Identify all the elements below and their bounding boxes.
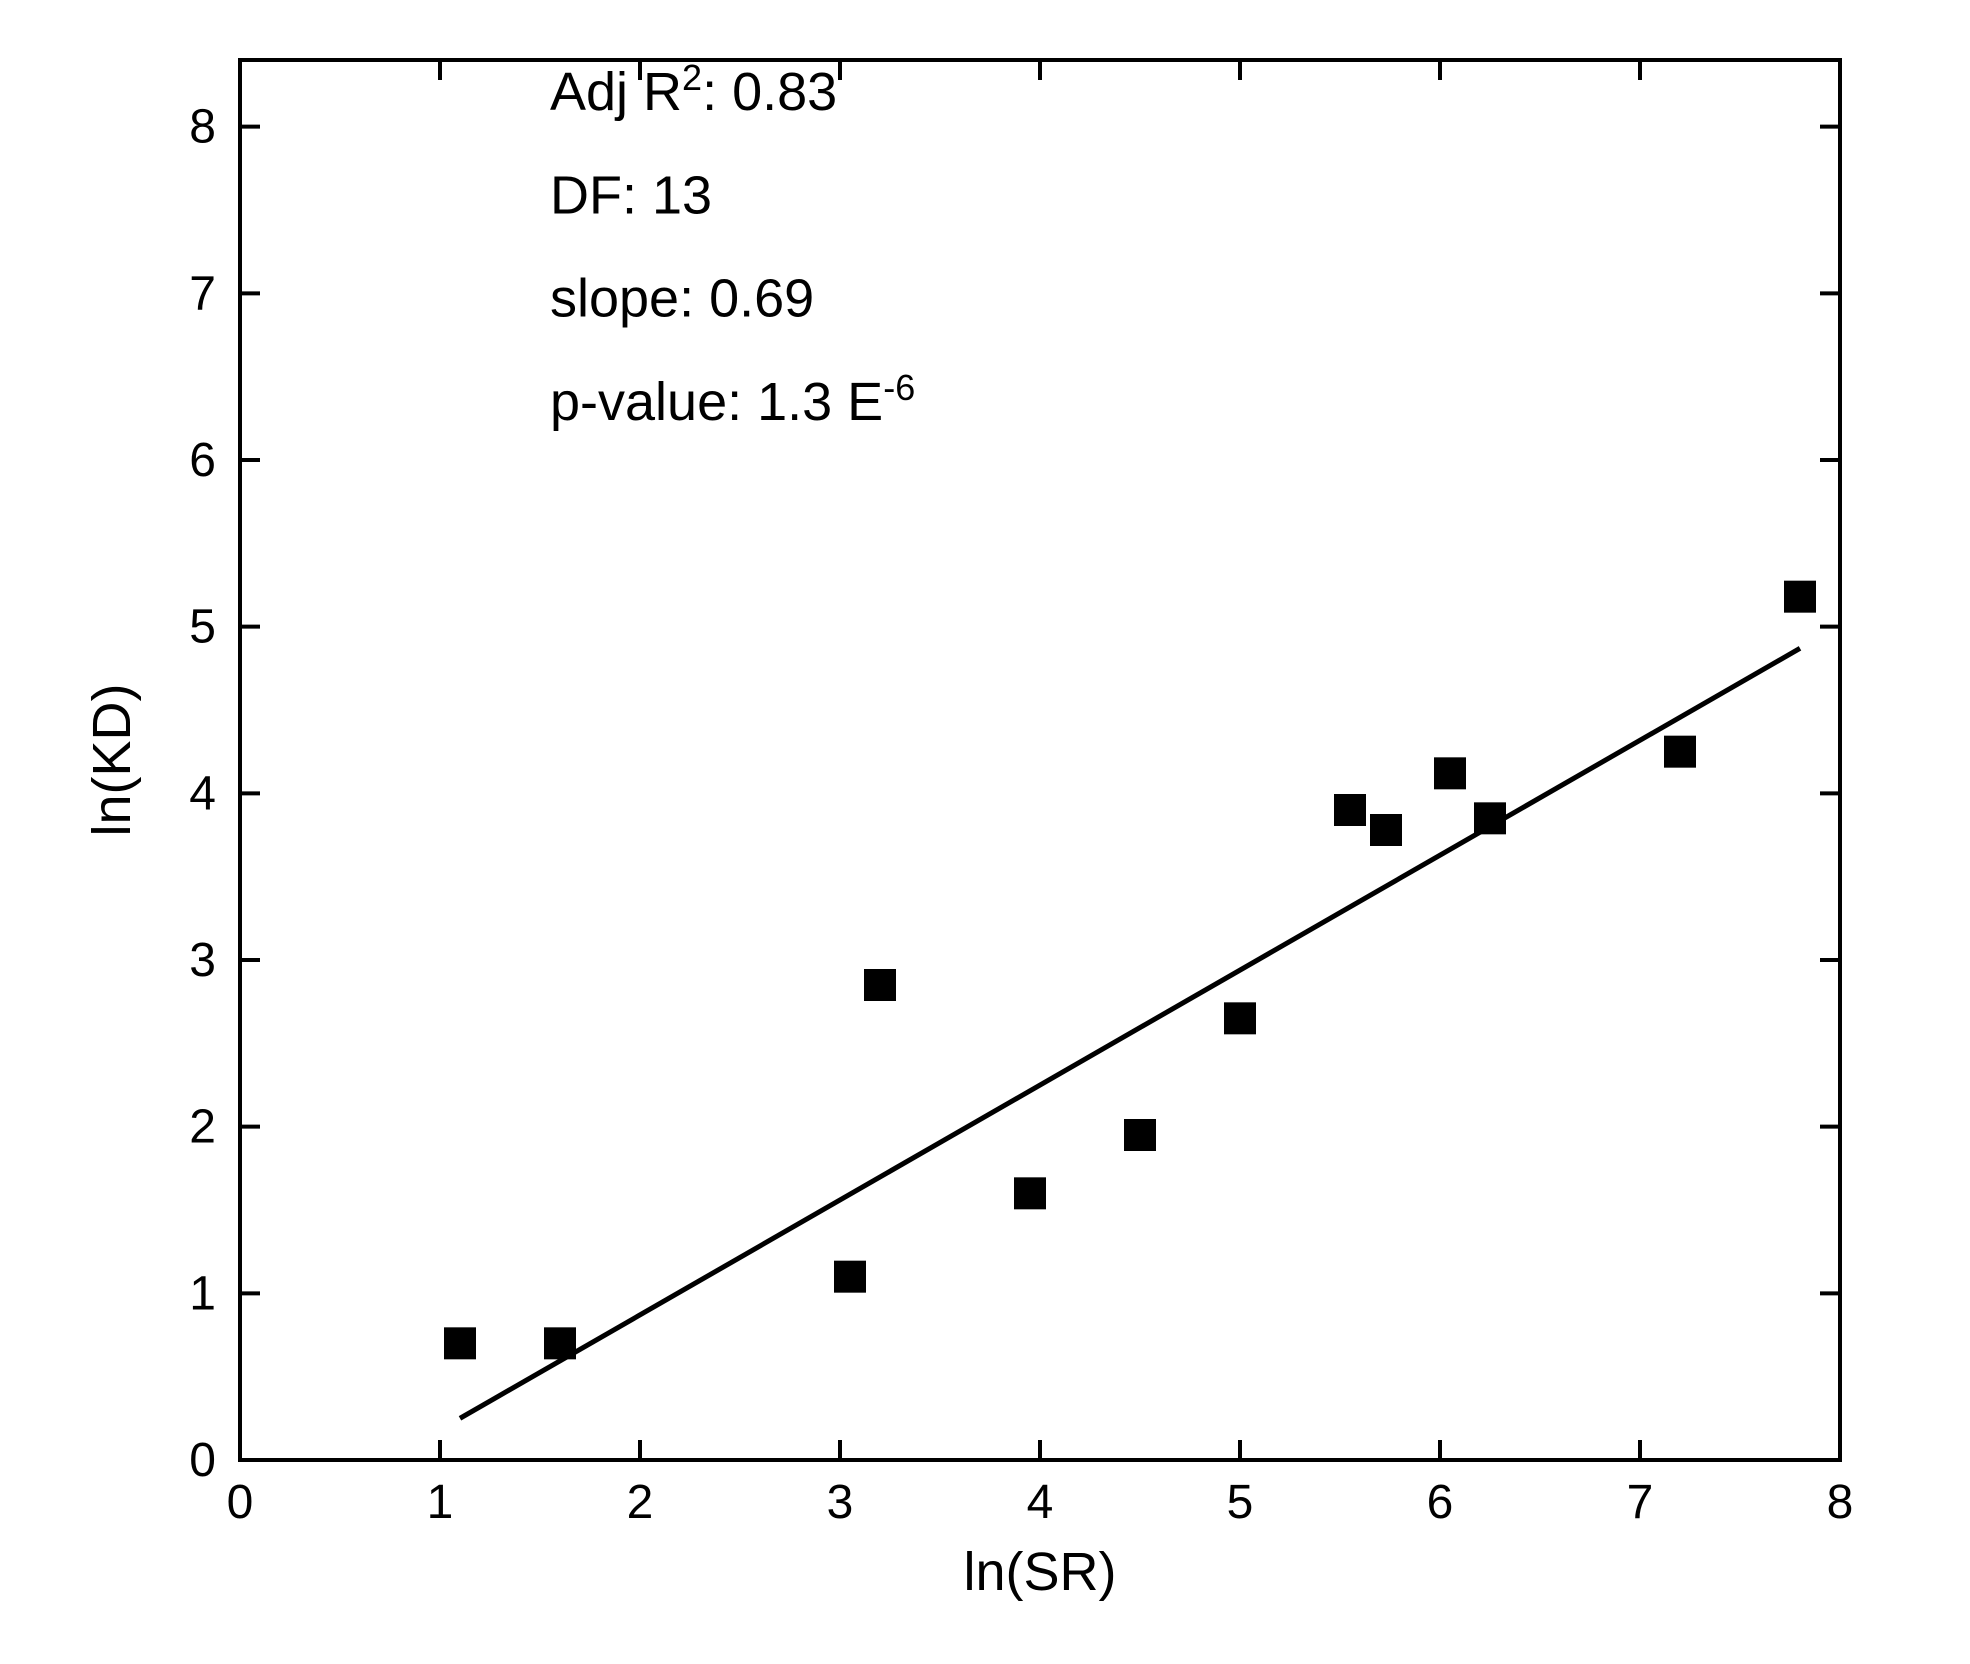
stats-df: DF: 13 (550, 165, 712, 225)
data-point (1434, 757, 1466, 789)
y-tick-label: 8 (189, 101, 216, 154)
data-point (864, 969, 896, 1001)
stats-pvalue: p-value: 1.3 E-6 (550, 367, 915, 432)
x-tick-label: 4 (1027, 1476, 1054, 1529)
y-tick-label: 1 (189, 1267, 216, 1320)
y-axis-label: ln(KD) (82, 683, 142, 836)
y-tick-label: 7 (189, 267, 216, 320)
scatter-chart: 0 1 2 3 4 5 6 7 8 0 1 2 3 4 5 6 7 8 ln(SR) ln(KD) Adj R2: 0.… (0, 0, 1970, 1664)
y-tick-label: 3 (189, 934, 216, 987)
y-tick-label: 0 (189, 1434, 216, 1487)
stats-adj-r2: Adj R2: 0.83 (550, 57, 837, 122)
data-point (1224, 1002, 1256, 1034)
data-point (1664, 736, 1696, 768)
data-point (544, 1327, 576, 1359)
x-tick-label: 7 (1627, 1476, 1654, 1529)
y-tick-label: 4 (189, 767, 216, 820)
x-tick-label: 1 (427, 1476, 454, 1529)
chart-svg: 0 1 2 3 4 5 6 7 8 0 1 2 3 4 5 6 7 8 ln(SR) ln(KD) Adj R2: 0.… (0, 0, 1970, 1664)
y-tick-label: 2 (189, 1101, 216, 1154)
x-tick-label: 6 (1427, 1476, 1454, 1529)
data-point (1784, 581, 1816, 613)
stats-slope: slope: 0.69 (550, 269, 814, 329)
data-point (834, 1261, 866, 1293)
x-axis-label: ln(SR) (963, 1542, 1116, 1602)
x-tick-label: 3 (827, 1476, 854, 1529)
x-tick-label: 0 (227, 1476, 254, 1529)
data-point (1474, 802, 1506, 834)
x-tick-label: 2 (627, 1476, 654, 1529)
data-point (1014, 1177, 1046, 1209)
data-point (1124, 1119, 1156, 1151)
data-point (444, 1327, 476, 1359)
data-point (1334, 794, 1366, 826)
x-tick-label: 8 (1827, 1476, 1854, 1529)
y-tick-label: 6 (189, 434, 216, 487)
x-tick-label: 5 (1227, 1476, 1254, 1529)
data-point (1370, 814, 1402, 846)
y-tick-label: 5 (189, 601, 216, 654)
regression-line (460, 648, 1800, 1418)
